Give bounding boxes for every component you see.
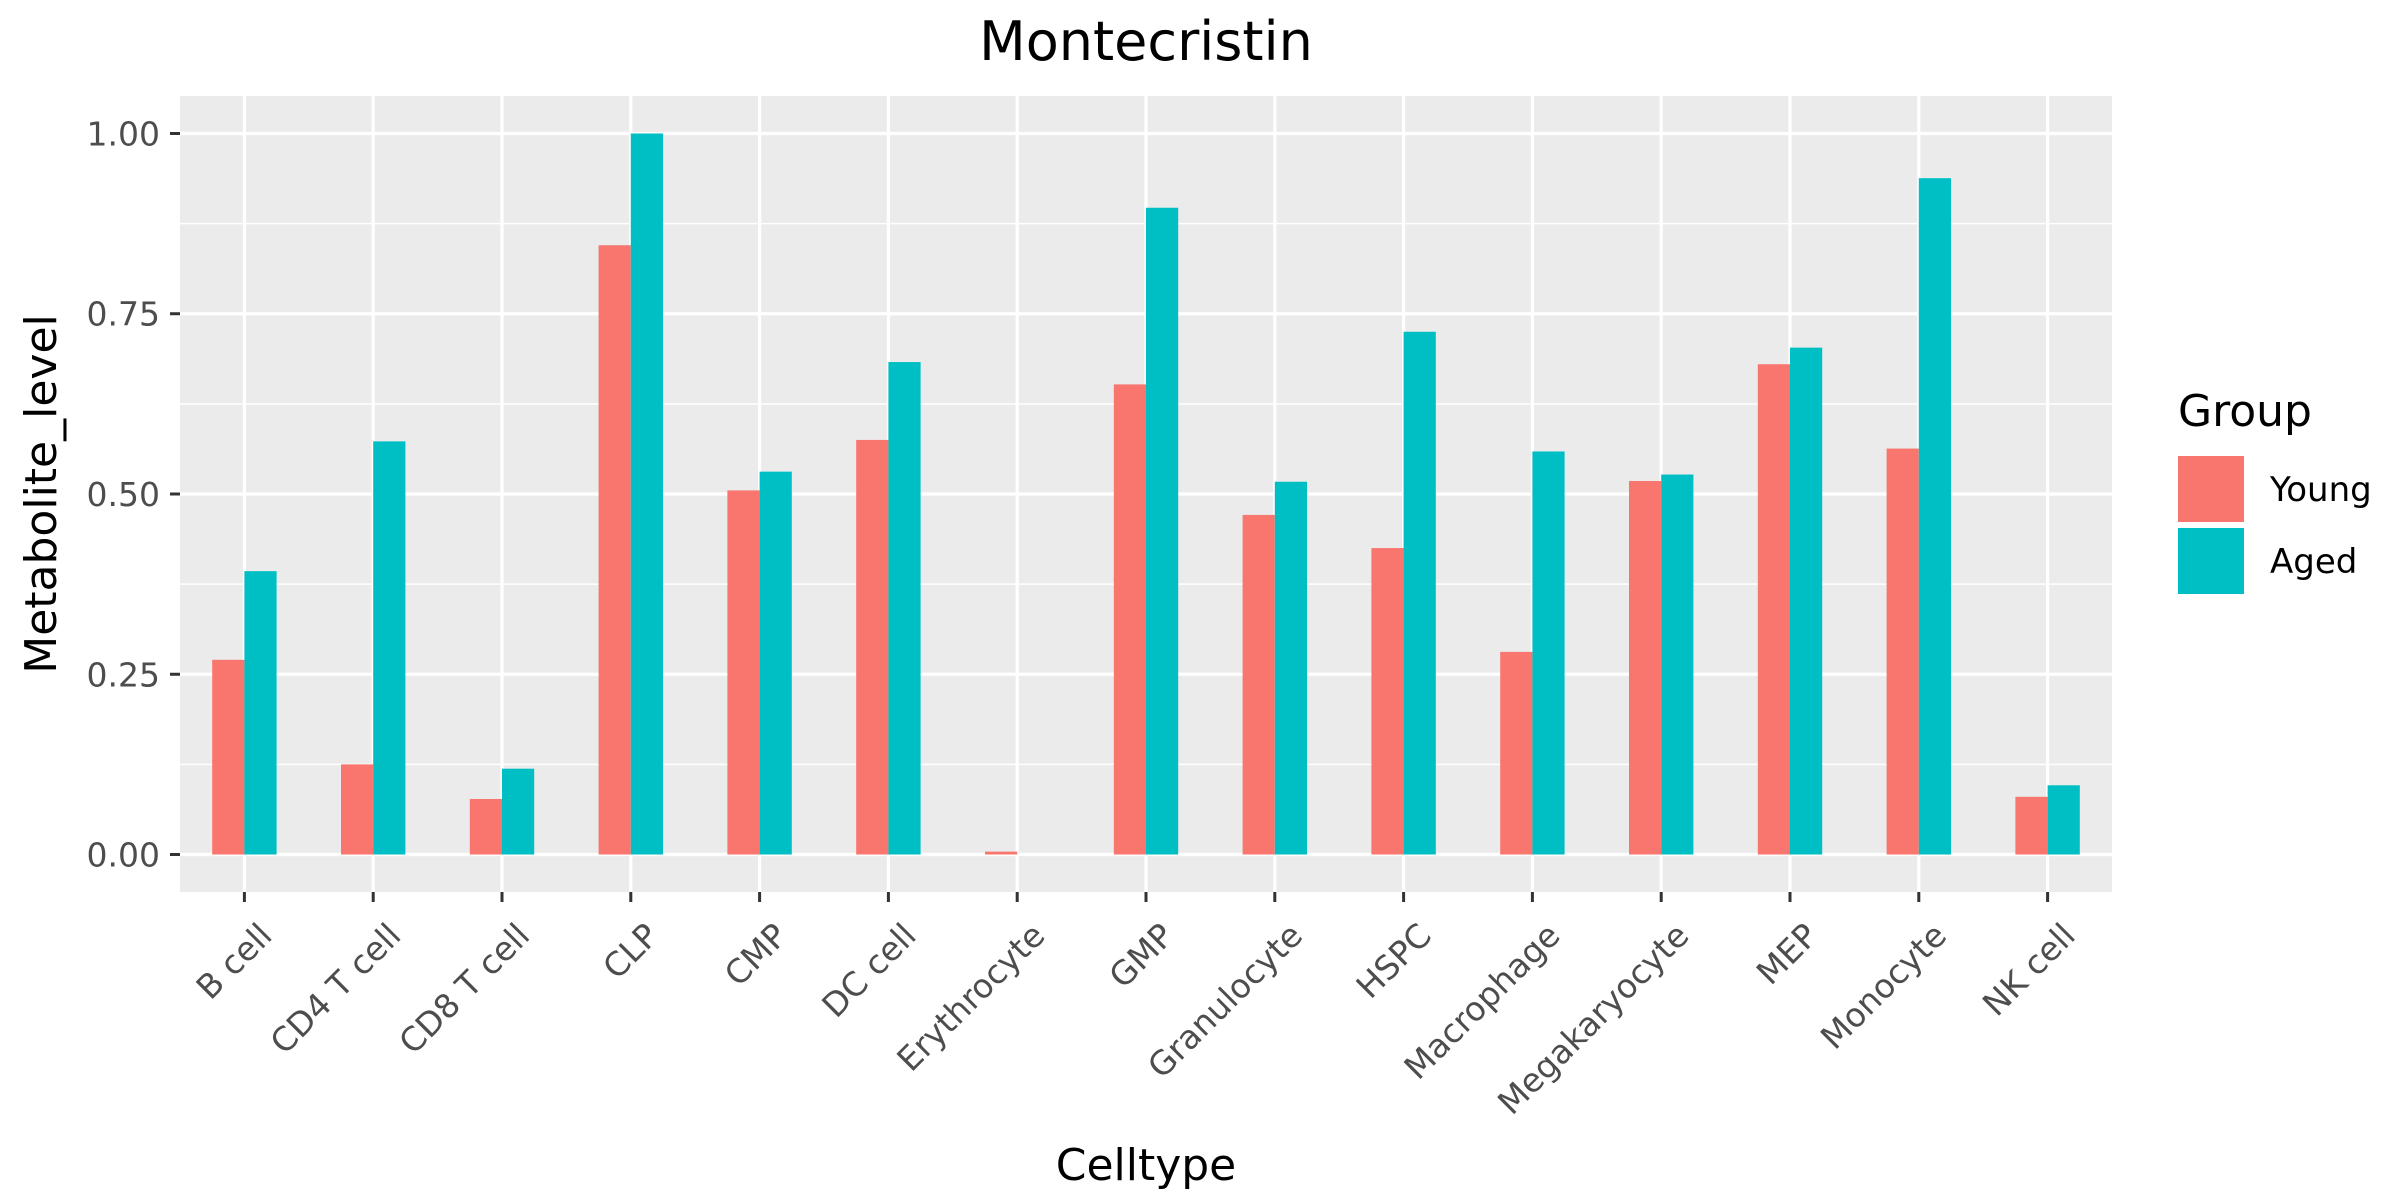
bar-young-clp (598, 245, 631, 855)
legend-title: Group (2178, 386, 2312, 437)
y-tick-label: 1.00 (87, 114, 160, 153)
y-axis-title: Metabolite_level (16, 314, 67, 674)
y-tick-label: 0.00 (87, 836, 160, 875)
bar-aged-monocyte (1918, 178, 1951, 855)
chart-title: Montecristin (979, 10, 1313, 73)
bar-aged-cd8-t-cell (502, 768, 535, 855)
bar-aged-hspc (1403, 331, 1436, 855)
bar-aged-mep (1790, 347, 1823, 855)
y-axis: 0.00 0.25 0.50 0.75 1.00 (87, 114, 180, 875)
bar-aged-macrophage (1532, 451, 1565, 855)
x-tick-label: CLP (595, 916, 666, 987)
x-tick-label: B cell (188, 916, 279, 1007)
bar-young-macrophage (1500, 651, 1533, 855)
bar-young-monocyte (1886, 448, 1919, 855)
legend-items: Young Aged (2178, 456, 2372, 594)
bar-young-cd4-t-cell (341, 764, 374, 855)
bar-young-granulocyte (1242, 514, 1275, 855)
bar-young-megakaryocyte (1629, 481, 1662, 855)
bar-young-erythrocyte (985, 851, 1018, 855)
bar-aged-megakaryocyte (1661, 474, 1694, 855)
y-tick-label: 0.50 (87, 475, 160, 514)
bars-group (212, 133, 2080, 855)
y-tick-label: 0.25 (87, 655, 160, 694)
bar-aged-gmp (1146, 207, 1179, 855)
legend-label-aged: Aged (2270, 542, 2357, 582)
x-tick-label: CD8 T cell (391, 916, 537, 1062)
x-tick-label: HSPC (1348, 916, 1438, 1006)
bar-young-nk-cell (2015, 796, 2048, 855)
bar-aged-granulocyte (1274, 481, 1307, 855)
x-tick-label: NK cell (1975, 916, 2083, 1024)
bar-aged-cmp (759, 471, 792, 855)
legend-swatch-young (2178, 456, 2244, 522)
x-tick-label: GMP (1101, 916, 1181, 996)
y-tick-label: 0.75 (87, 295, 160, 334)
bar-aged-dc-cell (888, 362, 921, 855)
bar-aged-clp (630, 133, 663, 855)
bar-aged-nk-cell (2047, 785, 2080, 855)
bar-young-cmp (727, 490, 760, 855)
x-tick-label: MEP (1749, 916, 1826, 993)
legend: Group Young Aged (2178, 386, 2372, 594)
bar-aged-b-cell (244, 571, 277, 855)
bar-young-mep (1757, 364, 1790, 855)
legend-swatch-aged (2178, 528, 2244, 594)
bar-young-gmp (1113, 384, 1146, 855)
x-tick-label: Monocyte (1813, 916, 1954, 1057)
bar-young-dc-cell (856, 439, 889, 855)
x-tick-label: CD4 T cell (262, 916, 408, 1062)
x-tick-label: CMP (717, 916, 795, 994)
x-tick-label: DC cell (814, 916, 923, 1025)
bar-young-cd8-t-cell (469, 798, 502, 855)
legend-label-young: Young (2269, 470, 2372, 510)
bar-aged-cd4-t-cell (373, 441, 406, 855)
x-axis-title: Celltype (1056, 1140, 1237, 1191)
bar-young-b-cell (212, 659, 245, 855)
bar-young-hspc (1371, 548, 1404, 855)
